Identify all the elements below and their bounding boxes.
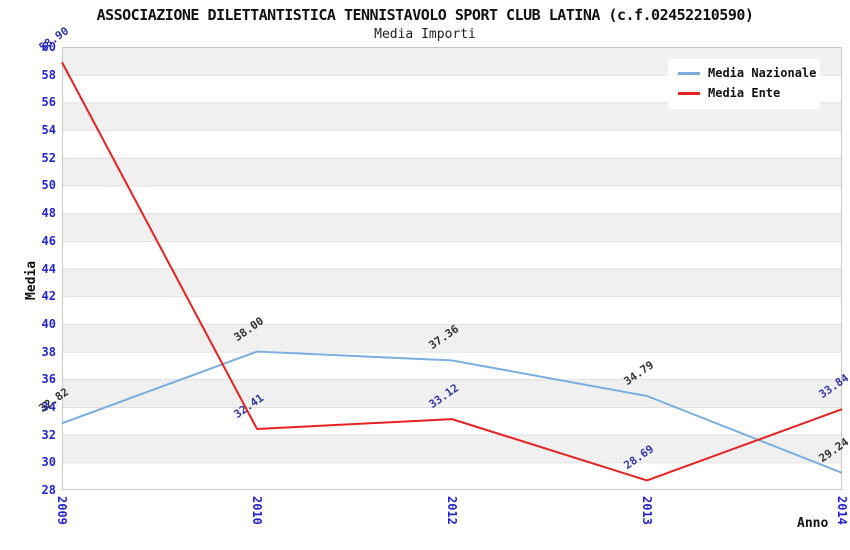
chart-subtitle: Media Importi [374,27,476,42]
y-tick-label: 48 [41,206,56,221]
legend: Media Nazionale Media Ente [668,59,820,109]
x-tick-label: 2012 [445,496,459,525]
y-tick-label: 52 [41,150,56,165]
legend-line-swatch-icon [678,91,700,95]
x-tick-label: 2009 [55,496,69,525]
plot-band [62,296,842,324]
plot-band [62,434,842,463]
chart-title: ASSOCIAZIONE DILETTANTISTICA TENNISTAVOL… [96,6,754,24]
plot-band [62,406,842,435]
x-axis-title: Anno [797,516,829,531]
y-tick-label: 38 [41,344,56,359]
plot-border [62,47,842,490]
y-tick-label: 50 [41,178,56,193]
y-tick-label: 58 [41,67,56,82]
y-tick-label: 40 [41,316,56,331]
plot-band [62,351,842,380]
plot-band [62,185,842,214]
legend-label: Media Nazionale [708,66,817,80]
series-line-0 [61,350,843,474]
y-tick-label: 42 [41,289,56,304]
y-tick-label: 32 [41,427,56,442]
plot-band [62,240,842,269]
legend-item-1: Media Ente [668,83,820,103]
y-tick-label: 36 [41,372,56,387]
plot-band [62,157,842,186]
plot-band [62,323,842,352]
series-line-1 [61,61,843,482]
y-tick-label: 28 [41,483,56,497]
y-tick-label: 34 [41,399,56,414]
legend-label: Media Ente [708,86,781,100]
plot-band [62,462,842,490]
y-axis-title: Media [24,260,39,300]
y-tick-label: 30 [41,455,56,470]
legend-line-swatch-icon [678,71,700,75]
plot-band [62,268,842,297]
y-tick-label: 56 [41,95,56,110]
x-tick-label: 2010 [250,496,264,525]
x-tick-label: 2014 [835,496,849,525]
y-tick-label: 44 [41,261,56,276]
plot-band [62,379,842,407]
y-tick-label: 60 [41,40,56,54]
y-tick-label: 54 [41,123,56,138]
legend-item-0: Media Nazionale [668,63,820,83]
y-tick-label: 46 [41,233,56,248]
x-tick-label: 2013 [640,496,654,525]
plot-band [62,130,842,158]
plot-band [62,213,842,241]
